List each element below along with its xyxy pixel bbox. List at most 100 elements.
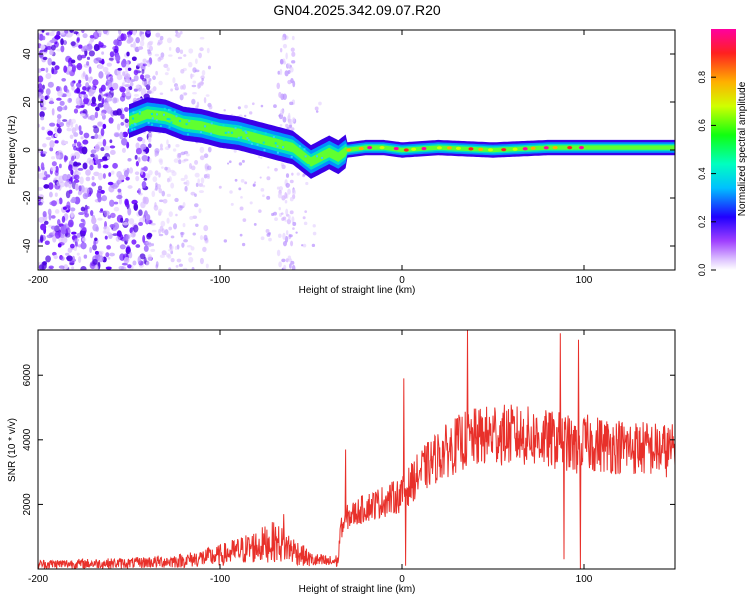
spectrogram-noise-blob xyxy=(65,252,70,256)
spectrogram-noise-blob xyxy=(187,252,192,256)
spectrogram-noise-blob xyxy=(38,89,43,93)
spectrogram-noise-blob xyxy=(207,65,211,70)
colorbar-gradient xyxy=(711,29,736,270)
snr-axes: -200 -100 0 100 2000 4000 6000 xyxy=(22,330,675,585)
spectrogram-noise-blob xyxy=(58,197,63,205)
spectrogram-noise-blob xyxy=(119,244,126,250)
spectrogram-speckle xyxy=(156,113,159,116)
spectrogram-noise-blob xyxy=(205,263,209,269)
spectrogram-noise-blob xyxy=(56,127,62,134)
spectrogram-noise-blob xyxy=(266,176,271,181)
spectrogram-noise-blob xyxy=(102,138,107,147)
spectrogram-noise-blob xyxy=(158,233,164,237)
spectrogram-speckle xyxy=(230,131,233,134)
spectrogram-speckle xyxy=(304,155,307,158)
spectrogram-noise-blob xyxy=(305,181,309,186)
spectrogram-noise-blob xyxy=(102,123,107,130)
spectrogram-noise-blob xyxy=(80,54,87,59)
spectrogram-noise-blob xyxy=(109,224,116,229)
spectrogram-noise-blob xyxy=(63,140,69,145)
spectrogram-speckle xyxy=(134,123,137,126)
spectrogram-noise-blob xyxy=(132,41,136,49)
spectrogram-noise-blob xyxy=(133,88,138,92)
spectrogram-noise-blob xyxy=(122,222,129,226)
spectrogram-noise-blob xyxy=(103,226,107,230)
spectrogram-peak xyxy=(367,146,373,150)
spectrogram-noise-blob xyxy=(191,98,196,105)
spectrogram-noise-blob xyxy=(283,264,287,270)
spectrogram-noise-blob xyxy=(113,201,119,205)
spectrogram-noise-blob xyxy=(288,234,293,238)
spectrogram-noise-blob xyxy=(195,105,199,109)
spectrogram-noise-blob xyxy=(112,222,120,230)
spectrogram-noise-blob xyxy=(92,79,99,86)
y-tick-label: 40 xyxy=(22,48,33,60)
spectrogram-noise-blob xyxy=(93,43,100,52)
x-tick-label: 0 xyxy=(399,275,405,286)
spectrogram-noise-blob xyxy=(85,74,89,82)
spectrogram-noise-blob xyxy=(188,256,194,263)
spectrogram-noise-blob xyxy=(180,30,183,35)
spectrogram-noise-blob xyxy=(166,177,170,183)
spectrogram-noise-blob xyxy=(154,151,157,158)
spectrogram-noise-blob xyxy=(184,174,188,180)
spectrogram-noise-blob xyxy=(51,161,57,167)
spectrogram-noise-blob xyxy=(150,88,155,94)
spectrogram-noise-blob xyxy=(77,147,83,152)
spectrogram-peak xyxy=(530,146,536,150)
spectrogram-noise-blob xyxy=(94,237,98,242)
spectrogram-noise-blob xyxy=(278,207,281,211)
y-tick-label: -20 xyxy=(22,190,33,205)
spectrogram-noise-blob xyxy=(82,45,89,51)
spectrogram-noise-blob xyxy=(199,36,205,40)
spectrogram-speckle xyxy=(262,141,265,144)
spectrogram-noise-blob xyxy=(80,218,85,222)
figure-title: GN04.2025.342.09.07.R20 xyxy=(273,2,441,18)
spectrogram-noise-blob xyxy=(71,231,77,235)
spectrogram-noise-blob xyxy=(97,185,103,191)
spectrogram-noise-blob xyxy=(104,71,111,76)
spectrogram-noise-blob xyxy=(101,195,108,202)
spectrogram-noise-blob xyxy=(205,94,210,97)
spectrogram-noise-blob xyxy=(281,36,285,41)
spectrogram-noise-blob xyxy=(107,181,114,186)
spectrogram-noise-blob xyxy=(125,245,131,254)
spectrogram-speckle xyxy=(151,123,154,126)
spectrogram-noise-blob xyxy=(51,68,58,75)
spectrogram-noise-blob xyxy=(80,104,84,108)
spectrogram-noise-blob xyxy=(56,48,62,52)
spectrogram-speckle xyxy=(210,132,213,135)
spectrogram-speckle xyxy=(138,110,141,113)
spectrogram-noise-blob xyxy=(260,236,265,241)
spectrogram-noise-blob xyxy=(154,53,160,57)
spectrogram-noise-blob xyxy=(287,69,291,74)
spectrogram-noise-blob xyxy=(180,69,185,74)
y-tick-label: -40 xyxy=(22,238,33,253)
spectrogram-noise-blob xyxy=(131,56,137,61)
spectrogram-noise-blob xyxy=(100,84,106,92)
spectrogram-noise-blob xyxy=(73,31,79,35)
colorbar-label: Normalized spectral amplitude xyxy=(737,81,748,216)
spectrogram-noise-blob xyxy=(54,192,58,197)
spectrogram-noise-blob xyxy=(85,169,91,176)
spectrogram-speckle xyxy=(159,125,162,128)
spectrogram-noise-blob xyxy=(107,256,111,260)
spectrogram-speckle xyxy=(130,124,133,127)
spectrogram-speckle xyxy=(250,142,253,145)
spectrogram-noise-blob xyxy=(175,213,178,217)
spectrogram-noise-blob xyxy=(202,246,207,253)
spectrogram-noise-blob xyxy=(74,238,79,243)
spectrogram-noise-blob xyxy=(281,164,286,170)
spectrogram-noise-blob xyxy=(288,214,291,221)
spectrogram-noise-blob xyxy=(120,121,125,126)
spectrogram-noise-blob xyxy=(107,80,113,89)
spectrogram-peak xyxy=(522,147,528,151)
spectrogram-noise-blob xyxy=(88,159,95,167)
spectrogram-noise-blob xyxy=(93,240,97,246)
spectrogram-noise-blob xyxy=(253,223,257,226)
spectrogram-noise-blob xyxy=(173,158,179,163)
spectrogram-noise-blob xyxy=(199,47,204,52)
spectrogram-noise-blob xyxy=(304,210,308,213)
spectrogram-noise-blob xyxy=(43,220,49,225)
